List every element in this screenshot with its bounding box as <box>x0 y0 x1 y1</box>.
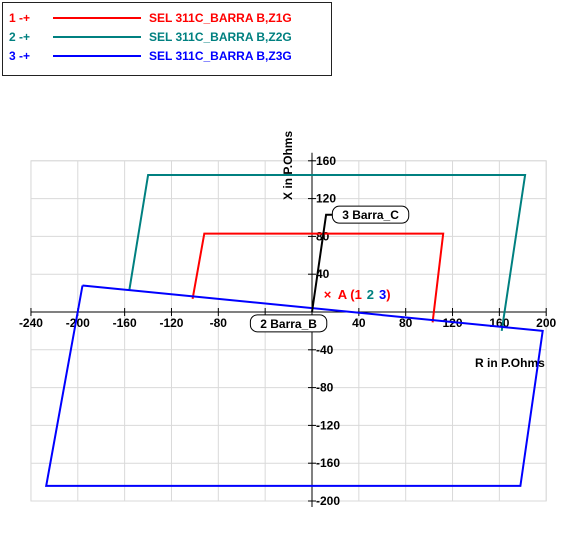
x-tick-label: -200 <box>66 316 90 330</box>
annotation-box <box>249 314 328 333</box>
x-tick-label: 40 <box>352 316 366 330</box>
y-tick-label: 40 <box>316 267 330 281</box>
y-tick-label: -40 <box>316 343 334 357</box>
fault-marker-part: ) <box>386 287 390 302</box>
annotation-text: 3 Barra_C <box>342 208 399 222</box>
fault-marker-text: A (1 2 3) <box>338 287 391 302</box>
x-tick-label: 200 <box>536 316 556 330</box>
series-line-3 <box>45 284 544 487</box>
y-tick-label: -120 <box>316 418 340 432</box>
labels-layer: 3 Barra_C 2 Barra_B × A (1 2 3) <box>249 205 410 333</box>
x-tick-label: -240 <box>19 316 43 330</box>
legend-line-swatch <box>53 17 141 19</box>
fault-marker-part: 1 <box>355 287 362 302</box>
fault-marker-part: 2 <box>367 287 374 302</box>
annotation-box <box>331 205 410 224</box>
annotation-label: 3 Barra_C <box>331 205 410 224</box>
fault-marker-part: A ( <box>338 287 356 302</box>
y-tick-label: -80 <box>316 381 334 395</box>
axes: -240 -200 -160 -120 -80 -40 40 80 120 160 200 -200 -… <box>19 131 557 508</box>
fault-marker-part: 3 <box>379 287 386 302</box>
series-line-2 <box>128 174 527 332</box>
annotation-text: 2 Barra_B <box>260 317 317 331</box>
x-axis-label: R in P.Ohms <box>475 356 545 370</box>
y-tick-label: 120 <box>316 192 336 206</box>
fault-marker: × <box>324 287 332 302</box>
legend-label: SEL 311C_BARRA B,Z1G <box>149 11 292 25</box>
legend-number: 1 -+ <box>9 11 31 25</box>
x-tick-label: 80 <box>399 316 413 330</box>
legend-line-swatch <box>53 36 141 38</box>
annotation-label: 2 Barra_B <box>249 314 328 333</box>
chart-legend: 1 -+ SEL 311C_BARRA B,Z1G 2 -+ SEL 311C_… <box>2 2 332 76</box>
legend-line-swatch <box>53 55 141 57</box>
y-tick-label: -160 <box>316 456 340 470</box>
fault-marker-label: × A (1 2 3) <box>324 287 391 302</box>
y-tick-label: 160 <box>316 154 336 168</box>
y-axis-label: X in P.Ohms <box>281 131 295 200</box>
x-tick-label: -160 <box>113 316 137 330</box>
y-tick-label: -200 <box>316 494 340 508</box>
legend-number: 3 -+ <box>9 49 31 63</box>
legend-label: SEL 311C_BARRA B,Z2G <box>149 30 292 44</box>
x-tick-label: -120 <box>159 316 183 330</box>
legend-number: 2 -+ <box>9 30 31 44</box>
legend-label: SEL 311C_BARRA B,Z3G <box>149 49 292 63</box>
x-tick-label: -80 <box>210 316 228 330</box>
